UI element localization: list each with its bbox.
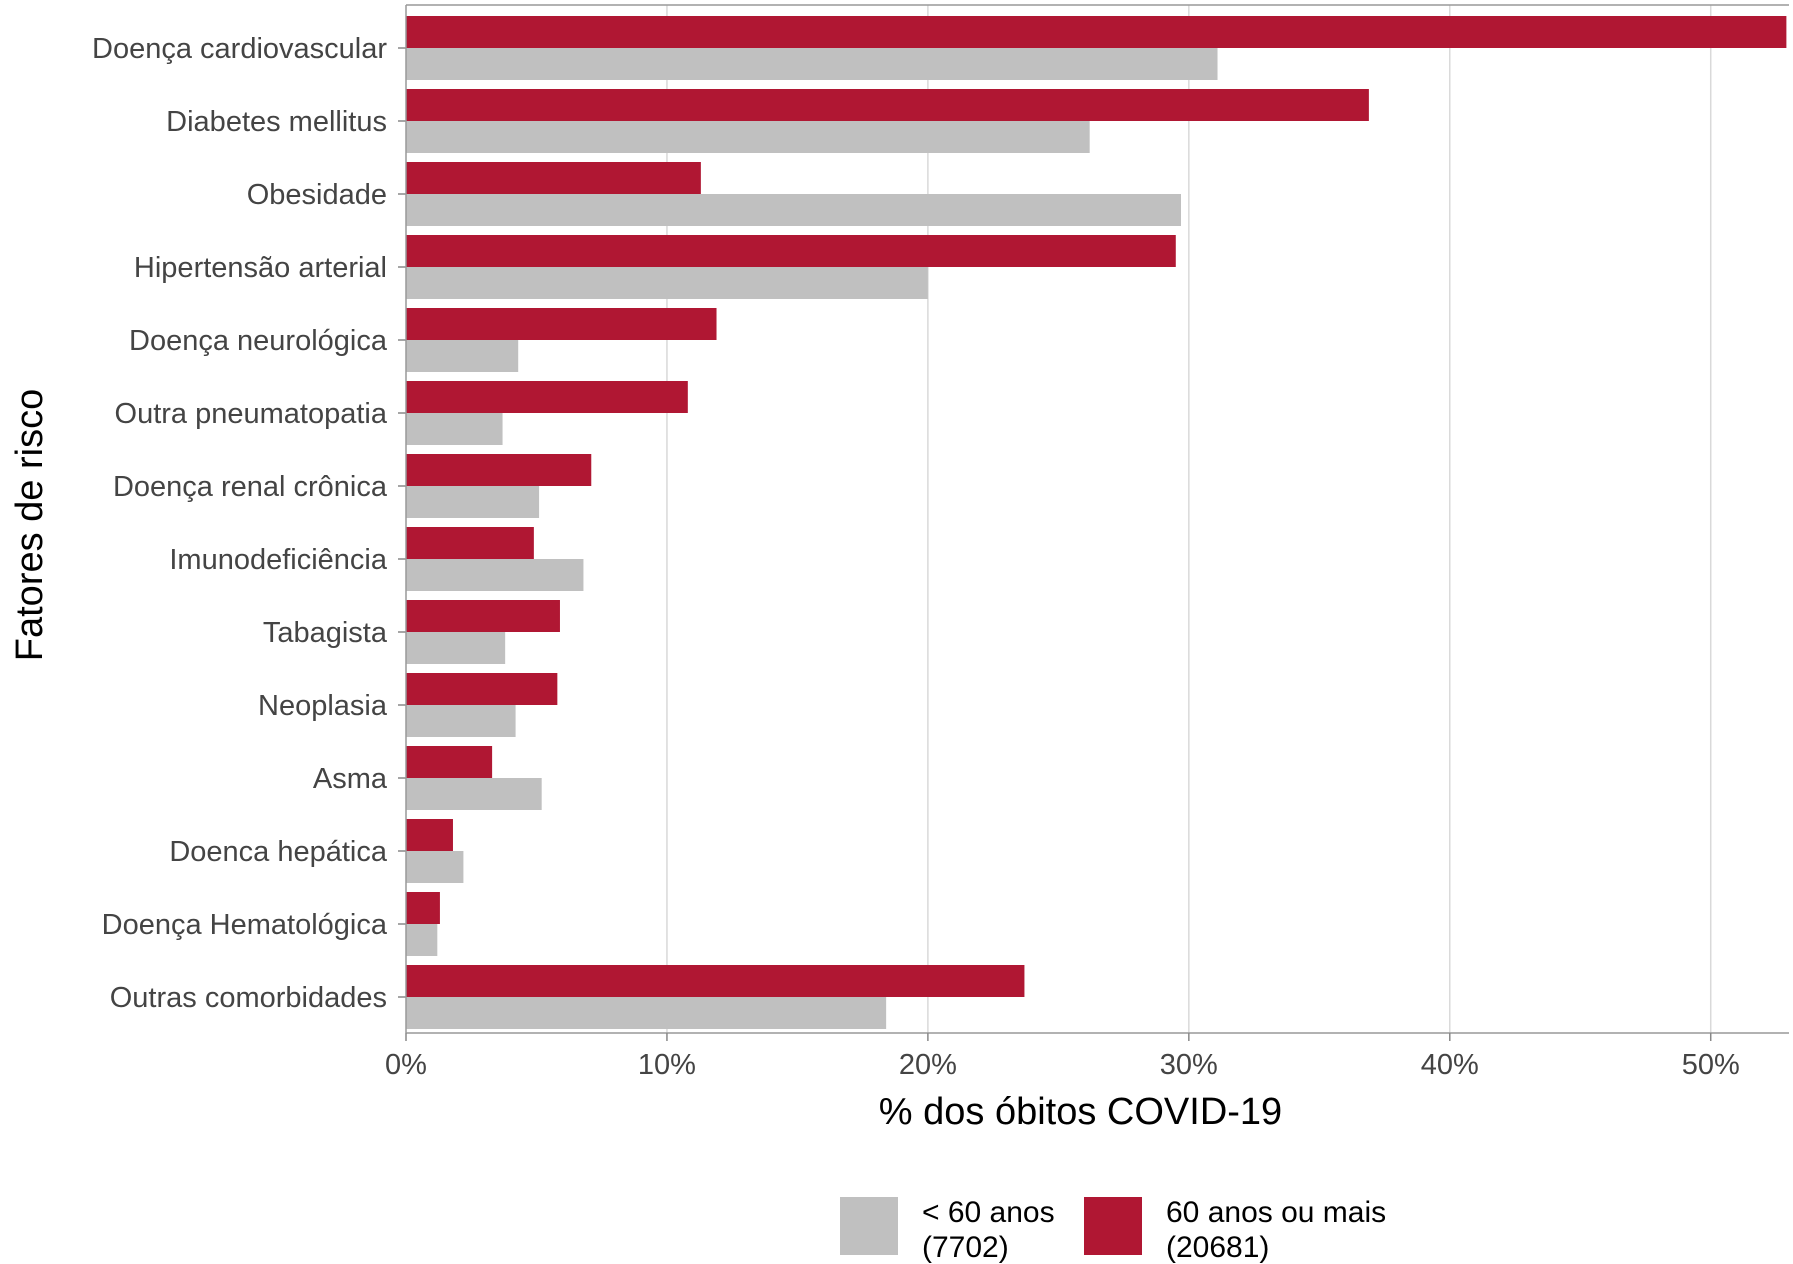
bar-60-plus-6 — [406, 454, 592, 486]
bar-60-plus-13 — [406, 965, 1025, 997]
grid-lines — [666, 5, 1712, 1033]
bar-60-plus-10 — [406, 746, 493, 778]
y-tick-label-2: Obesidade — [247, 179, 387, 211]
bar-60-plus-2 — [406, 162, 701, 194]
y-tick-label-1: Diabetes mellitus — [166, 106, 387, 138]
bar-under-60-6 — [406, 486, 540, 518]
bar-under-60-3 — [406, 267, 928, 299]
legend-count-60-plus: (20681) — [1166, 1231, 1269, 1264]
y-tick-label-12: Doença Hematológica — [102, 909, 388, 941]
bar-under-60-4 — [406, 340, 519, 372]
x-tick-label-4: 40% — [1421, 1049, 1479, 1081]
y-tick-label-3: Hipertensão arterial — [134, 252, 387, 284]
x-tick-label-2: 20% — [899, 1049, 957, 1081]
y-tick-label-10: Asma — [313, 763, 388, 795]
bar-under-60-12 — [406, 924, 438, 956]
bar-60-plus-1 — [406, 89, 1369, 121]
x-tick-label-0: 0% — [385, 1049, 427, 1081]
bar-under-60-13 — [406, 997, 887, 1029]
y-tick-label-5: Outra pneumatopatia — [115, 398, 388, 430]
bars — [406, 16, 1787, 1029]
legend-label-60-plus: 60 anos ou mais — [1166, 1196, 1386, 1229]
y-tick-label-13: Outras comorbidades — [110, 982, 387, 1014]
bar-60-plus-7 — [406, 527, 534, 559]
y-tick-label-7: Imunodeficiência — [169, 544, 387, 576]
bar-under-60-0 — [406, 48, 1218, 80]
bar-under-60-7 — [406, 559, 584, 591]
bar-under-60-2 — [406, 194, 1182, 226]
bar-60-plus-12 — [406, 892, 440, 924]
legend-swatch-under-60 — [840, 1197, 898, 1255]
legend-count-under-60: (7702) — [922, 1231, 1009, 1264]
tick-labels: Doença cardiovascular Diabetes mellitus Ob… — [92, 33, 1740, 1081]
bar-60-plus-4 — [406, 308, 717, 340]
x-axis-title: % dos óbitos COVID-19 — [879, 1091, 1282, 1133]
bar-under-60-5 — [406, 413, 503, 445]
legend-swatch-60-plus — [1084, 1197, 1142, 1255]
bar-under-60-10 — [406, 778, 542, 810]
y-tick-label-0: Doença cardiovascular — [92, 33, 387, 65]
bar-under-60-8 — [406, 632, 506, 664]
x-tick-label-5: 50% — [1682, 1049, 1740, 1081]
x-tick-label-1: 10% — [638, 1049, 696, 1081]
bar-60-plus-8 — [406, 600, 560, 632]
y-tick-label-9: Neoplasia — [258, 690, 388, 722]
y-tick-label-6: Doença renal crônica — [113, 471, 388, 503]
y-tick-label-8: Tabagista — [263, 617, 388, 649]
legend-label-under-60: < 60 anos — [922, 1196, 1055, 1229]
axes — [398, 4, 1789, 1041]
x-tick-label-3: 30% — [1160, 1049, 1218, 1081]
legend: < 60 anos (7702) 60 anos ou mais (20681) — [840, 1196, 1386, 1264]
y-axis-title: Fatores de risco — [9, 389, 51, 661]
bar-under-60-1 — [406, 121, 1090, 153]
y-tick-label-11: Doenca hepática — [169, 836, 388, 868]
y-tick-label-4: Doença neurológica — [129, 325, 388, 357]
bar-60-plus-0 — [406, 16, 1787, 48]
bar-under-60-9 — [406, 705, 516, 737]
bar-under-60-11 — [406, 851, 464, 883]
bar-60-plus-9 — [406, 673, 558, 705]
bar-60-plus-11 — [406, 819, 453, 851]
bar-60-plus-3 — [406, 235, 1176, 267]
bar-60-plus-5 — [406, 381, 688, 413]
